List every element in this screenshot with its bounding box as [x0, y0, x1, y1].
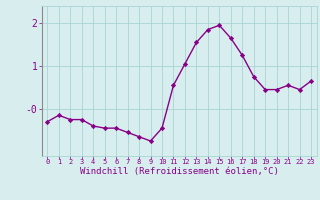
X-axis label: Windchill (Refroidissement éolien,°C): Windchill (Refroidissement éolien,°C)	[80, 167, 279, 176]
